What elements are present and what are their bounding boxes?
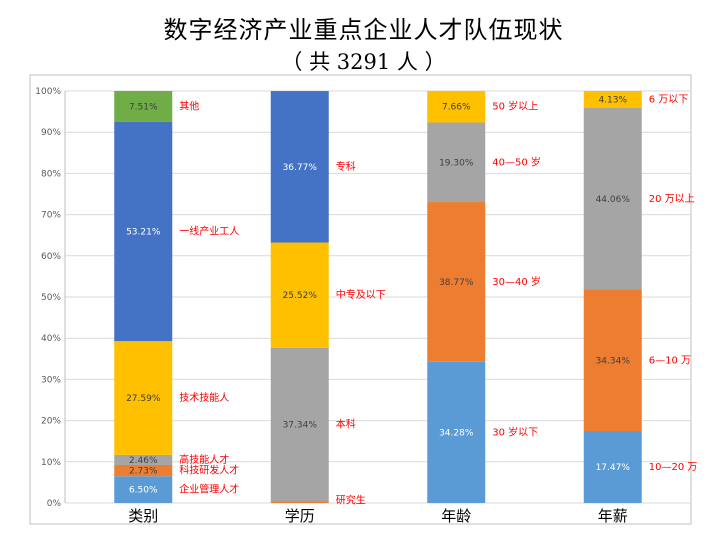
segment-annotation: 6 万以下 — [649, 95, 689, 106]
bar-segment — [114, 454, 173, 465]
segment-annotation: 高技能人才 — [179, 453, 229, 466]
y-tick-label: 90% — [41, 128, 61, 138]
bar-segment — [270, 347, 329, 502]
y-tick-label: 80% — [41, 169, 61, 179]
data-label: 7.51% — [129, 102, 158, 112]
y-tick-label: 40% — [41, 334, 61, 344]
data-label: 37.34% — [283, 421, 318, 431]
bar-segment — [427, 202, 486, 362]
chart-subtitle: （ 共 3291 人 ） — [281, 50, 446, 74]
data-label: 36.77% — [283, 163, 318, 173]
data-label: 17.47% — [596, 463, 631, 473]
bar-segment — [583, 289, 642, 432]
bar-segment — [583, 108, 642, 290]
x-tick-label: 年薪 — [598, 507, 628, 525]
data-label: 19.30% — [439, 158, 474, 168]
segment-annotation: 科技研发人才 — [179, 464, 239, 477]
data-label: 6.50% — [129, 486, 158, 496]
y-tick-label: 0% — [47, 499, 62, 509]
bar-segment — [270, 501, 329, 503]
segment-annotation: 其他 — [179, 99, 199, 112]
segment-annotation: 10—20 万 — [649, 462, 698, 473]
segment-annotation: 40—50 岁 — [492, 155, 541, 168]
segment-annotation: 专科 — [336, 160, 356, 173]
y-tick-label: 100% — [35, 87, 61, 97]
segment-annotation: 一线产业工人 — [179, 225, 239, 238]
data-label: 53.21% — [126, 228, 161, 238]
x-tick-label: 类别 — [128, 507, 158, 525]
data-label: 44.06% — [596, 195, 631, 205]
bar-segment — [114, 91, 173, 122]
data-label: 2.73% — [129, 467, 158, 477]
segment-annotation: 研究生 — [336, 494, 366, 507]
segment-annotation: 6—10 万 — [649, 355, 691, 366]
data-label: 2.46% — [129, 456, 158, 466]
y-tick-label: 30% — [41, 375, 61, 385]
bar-segment — [270, 91, 329, 243]
bar-segment — [114, 464, 173, 477]
data-label: 7.66% — [442, 103, 471, 113]
bar-segment — [583, 91, 642, 109]
segment-annotation: 50 岁以上 — [492, 100, 538, 113]
bar-segment — [583, 431, 642, 503]
bar-segment — [114, 476, 173, 503]
bar-segment — [427, 361, 486, 503]
segment-annotation: 30—40 岁 — [492, 275, 541, 288]
segment-annotation: 中专及以下 — [336, 288, 386, 301]
data-label: 38.77% — [439, 278, 474, 288]
data-label: 25.52% — [283, 291, 318, 301]
chart-frame — [29, 74, 692, 525]
bar-segment — [114, 341, 173, 455]
bar-segment — [114, 121, 173, 342]
y-tick-label: 20% — [41, 417, 61, 427]
y-tick-label: 50% — [41, 293, 61, 303]
segment-annotation: 企业管理人才 — [179, 483, 239, 496]
bar-segment — [427, 122, 486, 203]
bar-segment — [270, 242, 329, 348]
chart-title: 数字经济产业重点企业人才队伍现状 — [163, 16, 564, 44]
data-label: 34.28% — [439, 428, 474, 438]
data-label: 4.13% — [598, 96, 627, 106]
x-tick-label: 年龄 — [441, 507, 471, 525]
y-tick-label: 60% — [41, 252, 61, 262]
segment-annotation: 20 万以上 — [649, 193, 695, 205]
bar-segment — [427, 90, 486, 123]
x-tick-label: 学历 — [285, 507, 315, 525]
data-label: 27.59% — [126, 394, 161, 404]
segment-annotation: 30 岁以下 — [492, 425, 538, 438]
segment-annotation: 本科 — [336, 418, 356, 431]
y-tick-label: 70% — [41, 211, 61, 221]
y-tick-label: 10% — [41, 458, 61, 468]
segment-annotation: 技术技能人 — [179, 391, 229, 404]
data-label: 34.34% — [596, 356, 631, 366]
